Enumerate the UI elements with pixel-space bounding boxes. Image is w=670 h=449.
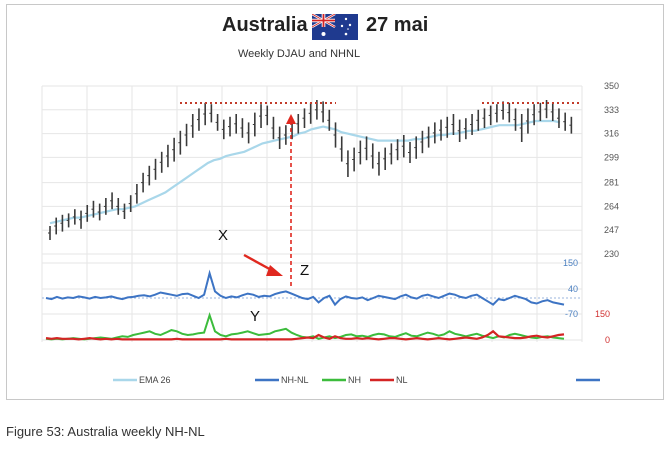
price-tick-label: 247 xyxy=(604,225,619,235)
chart-title-date: 27 mai xyxy=(366,14,429,36)
legend-label: NH xyxy=(348,375,361,385)
indicator-lines xyxy=(45,269,565,341)
indicator-tick-label: -70 xyxy=(565,309,578,319)
legend: EMA 26 NH-NL NH NL xyxy=(113,375,600,385)
australia-flag-icon xyxy=(312,14,358,40)
vertical-arrow-head xyxy=(286,114,296,124)
price-tick-label: 299 xyxy=(604,152,619,162)
figure-caption: Figure 53: Australia weekly NH-NL xyxy=(6,424,205,439)
price-tick-label: 281 xyxy=(604,178,619,188)
chart-title-country: Australia xyxy=(222,14,308,36)
price-tick-label: 230 xyxy=(604,249,619,259)
price-bars xyxy=(48,100,573,240)
diagonal-arrow-head xyxy=(266,265,283,276)
ema-26-line xyxy=(49,119,561,225)
indicator-tick-label: 150 xyxy=(595,309,610,319)
annotation-label-z: Z xyxy=(300,262,309,279)
chart-frame xyxy=(6,4,664,400)
annotations: X Y Z xyxy=(180,102,582,325)
indicator-tick-label: 40 xyxy=(568,284,578,294)
nl-line xyxy=(45,329,565,341)
price-tick-label: 350 xyxy=(604,81,619,91)
indicator-tick-label: 150 xyxy=(563,258,578,268)
price-tick-label: 333 xyxy=(604,105,619,115)
nh-nl-line xyxy=(45,269,565,307)
chart-subtitle: Weekly DJAU and NHNL xyxy=(238,48,361,60)
legend-label: EMA 26 xyxy=(139,375,171,385)
y-axis: 350 333 316 299 281 264 247 230 150 40 -70 150 0 xyxy=(563,81,619,345)
legend-label: NL xyxy=(396,375,408,385)
price-tick-label: 264 xyxy=(604,201,619,211)
grid xyxy=(41,85,583,342)
indicator-tick-label: 0 xyxy=(605,335,610,345)
ema-26-path xyxy=(49,119,561,225)
price-tick-label: 316 xyxy=(604,129,619,139)
legend-label: NH-NL xyxy=(281,375,309,385)
annotation-label-x: X xyxy=(218,227,228,244)
annotation-label-y: Y xyxy=(250,308,260,325)
